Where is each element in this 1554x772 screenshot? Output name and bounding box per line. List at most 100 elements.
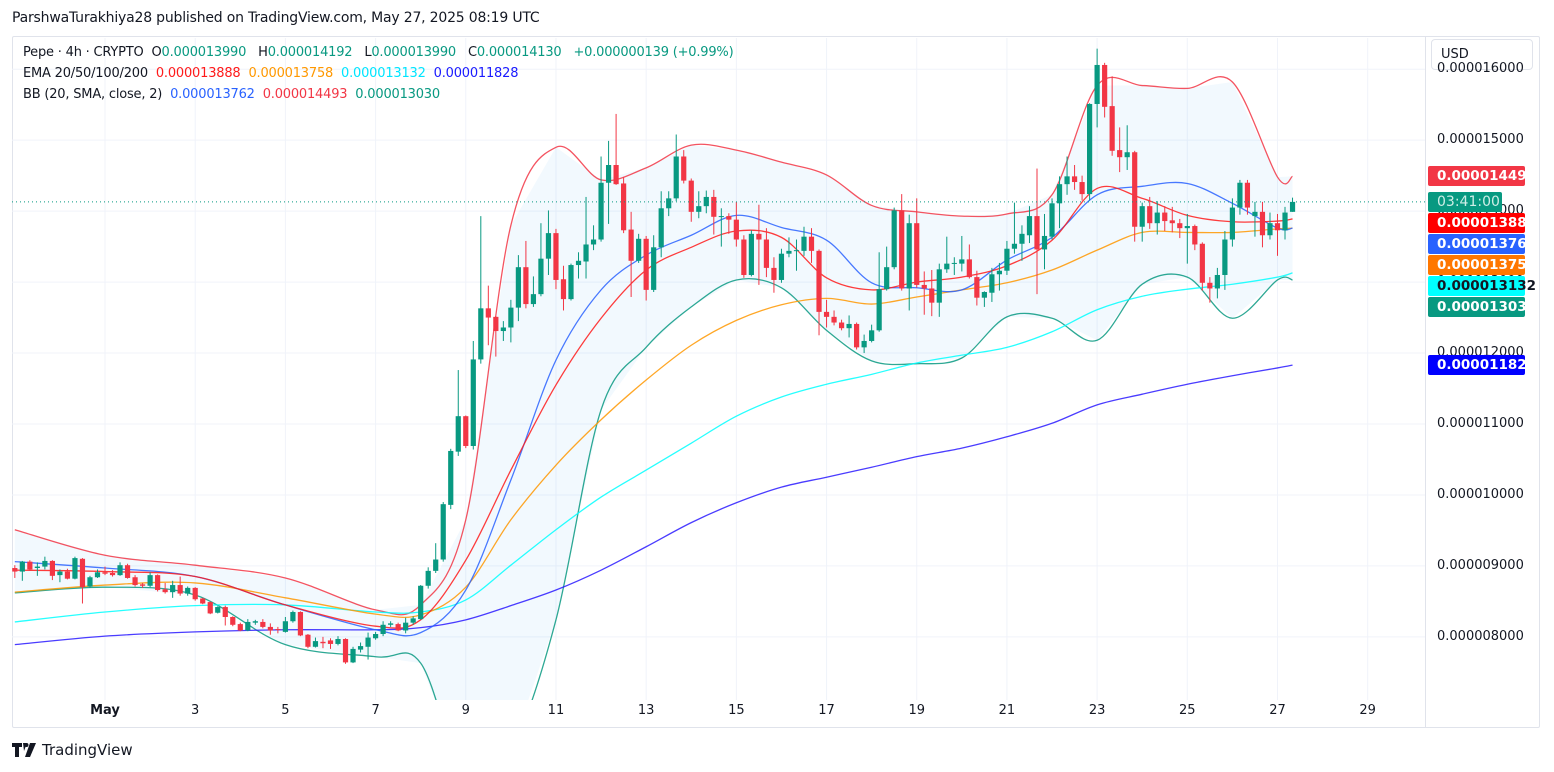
candle <box>87 575 93 588</box>
candle-body <box>478 308 484 360</box>
currency-selector[interactable]: USD <box>1431 39 1533 70</box>
candle-body <box>545 233 552 259</box>
price-tick-label: 0.000008000 <box>1437 628 1524 644</box>
candle-body <box>1034 216 1040 250</box>
candle-body <box>605 165 612 183</box>
candle <box>1289 197 1296 212</box>
time-tick-label: 21 <box>998 703 1016 718</box>
low-value: 0.000013990 <box>371 45 457 60</box>
candle-body <box>282 621 288 632</box>
candle <box>19 560 25 581</box>
legend-bb[interactable]: BB (20, SMA, close, 2) 0.000013762 0.000… <box>23 87 444 102</box>
legend-ema[interactable]: EMA 20/50/100/200 0.000013888 0.00001375… <box>23 66 522 81</box>
candle-body <box>681 156 687 181</box>
candle-body <box>959 259 965 264</box>
candle-body <box>793 250 800 252</box>
candle <box>433 543 439 573</box>
candle-body <box>936 269 942 303</box>
ema-title: EMA 20/50/100/200 <box>23 66 148 81</box>
candle <box>771 257 777 293</box>
candle <box>109 570 116 577</box>
candle-body <box>64 571 71 579</box>
bb-basis-line <box>14 181 1293 637</box>
candle-body <box>1056 184 1063 204</box>
price-tick-label: 0.000015000 <box>1437 132 1524 148</box>
candle <box>643 235 649 301</box>
candle-body <box>718 216 724 218</box>
time-tick-label: 29 <box>1359 703 1376 718</box>
price-tick-label: 0.000010000 <box>1437 486 1524 502</box>
candle <box>628 211 634 297</box>
candle-body <box>1184 226 1190 229</box>
candle-body <box>861 340 867 348</box>
candle <box>733 201 739 247</box>
candle-body <box>929 288 935 303</box>
candle <box>1214 267 1220 299</box>
candle-body <box>1071 176 1078 183</box>
candle-body <box>763 239 770 268</box>
candle <box>1267 212 1273 240</box>
candle-body <box>621 183 627 231</box>
candle <box>575 252 582 279</box>
candle-body <box>876 289 882 331</box>
price-tag: 0.000013758 <box>1428 254 1536 275</box>
candle <box>1147 196 1153 229</box>
candle <box>846 315 852 338</box>
candle-body <box>27 561 33 570</box>
candle-body <box>1222 239 1228 275</box>
candle-body <box>305 634 311 647</box>
candle-body <box>312 641 319 647</box>
candle <box>94 569 101 578</box>
candle <box>1124 125 1130 170</box>
candle-body <box>260 621 266 627</box>
candle <box>545 210 552 275</box>
candle <box>553 228 559 290</box>
candle-body <box>470 359 476 446</box>
candle-body <box>568 265 574 300</box>
candle-body <box>327 640 334 644</box>
candle-body <box>944 263 950 270</box>
ema20-value: 0.000013888 <box>155 66 241 81</box>
candle-body <box>530 294 537 305</box>
candle-body <box>711 196 717 217</box>
candle-body <box>613 165 619 185</box>
change-value: +0.000000139 (+0.99%) <box>573 45 734 60</box>
chart-panel <box>12 36 1540 728</box>
candle <box>816 249 822 336</box>
time-tick-label: 23 <box>1088 703 1106 718</box>
candle-body <box>215 607 221 613</box>
close-value: 0.000014130 <box>476 45 562 60</box>
candle-body <box>1109 106 1115 151</box>
candle-body <box>696 206 702 212</box>
candle-body <box>1192 226 1198 245</box>
candle-body <box>485 308 491 318</box>
price-chart[interactable] <box>12 38 1425 700</box>
tradingview-logo-icon <box>12 743 36 757</box>
candle-body <box>560 279 567 300</box>
candle <box>508 299 514 343</box>
candle <box>1237 179 1243 215</box>
candle-body <box>200 598 206 604</box>
candle <box>493 316 499 357</box>
candle-body <box>170 585 176 593</box>
candles <box>12 48 1296 664</box>
ema20-line <box>14 185 1293 629</box>
candle-body <box>748 233 754 275</box>
symbol-label[interactable]: Pepe · 4h · CRYPTO <box>23 45 144 60</box>
candle-body <box>1041 235 1048 250</box>
candle-body <box>981 292 987 298</box>
candle-body <box>1094 64 1100 104</box>
candle-body <box>1079 182 1085 195</box>
bb-upper-line <box>14 76 1293 616</box>
candle-body <box>643 238 649 290</box>
candle <box>688 178 694 222</box>
price-tag: 0.000011828 <box>1428 355 1536 376</box>
open-label: O <box>151 45 162 60</box>
candle-body <box>372 634 379 639</box>
candle-body <box>440 504 446 560</box>
candle-body <box>914 223 920 285</box>
candle <box>500 321 506 341</box>
candle-body <box>869 330 875 341</box>
candle <box>297 611 304 637</box>
candle-body <box>1132 152 1138 227</box>
